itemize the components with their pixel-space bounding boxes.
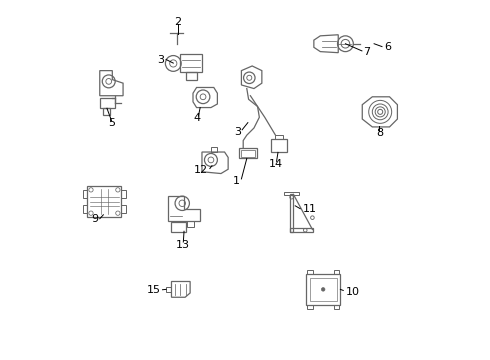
Text: 3: 3 <box>234 127 242 136</box>
Bar <box>122 190 126 198</box>
Text: 13: 13 <box>176 239 190 249</box>
Bar <box>290 194 294 232</box>
Bar <box>306 274 340 305</box>
Bar <box>122 205 126 213</box>
Bar <box>275 135 283 139</box>
Bar <box>334 305 340 309</box>
Text: 8: 8 <box>376 128 383 138</box>
Text: 1: 1 <box>233 176 240 186</box>
Bar <box>187 221 194 226</box>
Text: 10: 10 <box>345 287 359 297</box>
Bar <box>186 72 196 80</box>
Bar <box>271 139 287 152</box>
Bar <box>102 108 110 116</box>
Text: 4: 4 <box>194 113 201 123</box>
Bar <box>83 205 87 213</box>
Bar <box>239 148 257 158</box>
Bar <box>290 228 313 232</box>
Bar <box>334 270 340 274</box>
Bar <box>87 186 122 217</box>
Circle shape <box>321 288 325 291</box>
Text: 6: 6 <box>384 42 391 51</box>
Bar <box>310 278 337 301</box>
Bar <box>307 305 313 309</box>
Bar <box>172 222 186 232</box>
Bar <box>180 54 202 72</box>
Text: 11: 11 <box>302 204 317 215</box>
Bar <box>307 270 313 274</box>
Bar <box>83 190 87 198</box>
Bar <box>211 147 218 152</box>
Text: 12: 12 <box>195 165 208 175</box>
Bar <box>285 192 299 195</box>
Bar <box>166 287 172 292</box>
Bar <box>100 98 115 108</box>
Text: 15: 15 <box>147 285 161 296</box>
Bar <box>241 150 255 157</box>
Text: 5: 5 <box>108 118 115 128</box>
Text: 2: 2 <box>174 17 181 27</box>
Text: 3: 3 <box>157 54 164 64</box>
Text: 9: 9 <box>91 215 98 224</box>
Text: 7: 7 <box>364 47 370 57</box>
Text: 14: 14 <box>269 159 283 169</box>
